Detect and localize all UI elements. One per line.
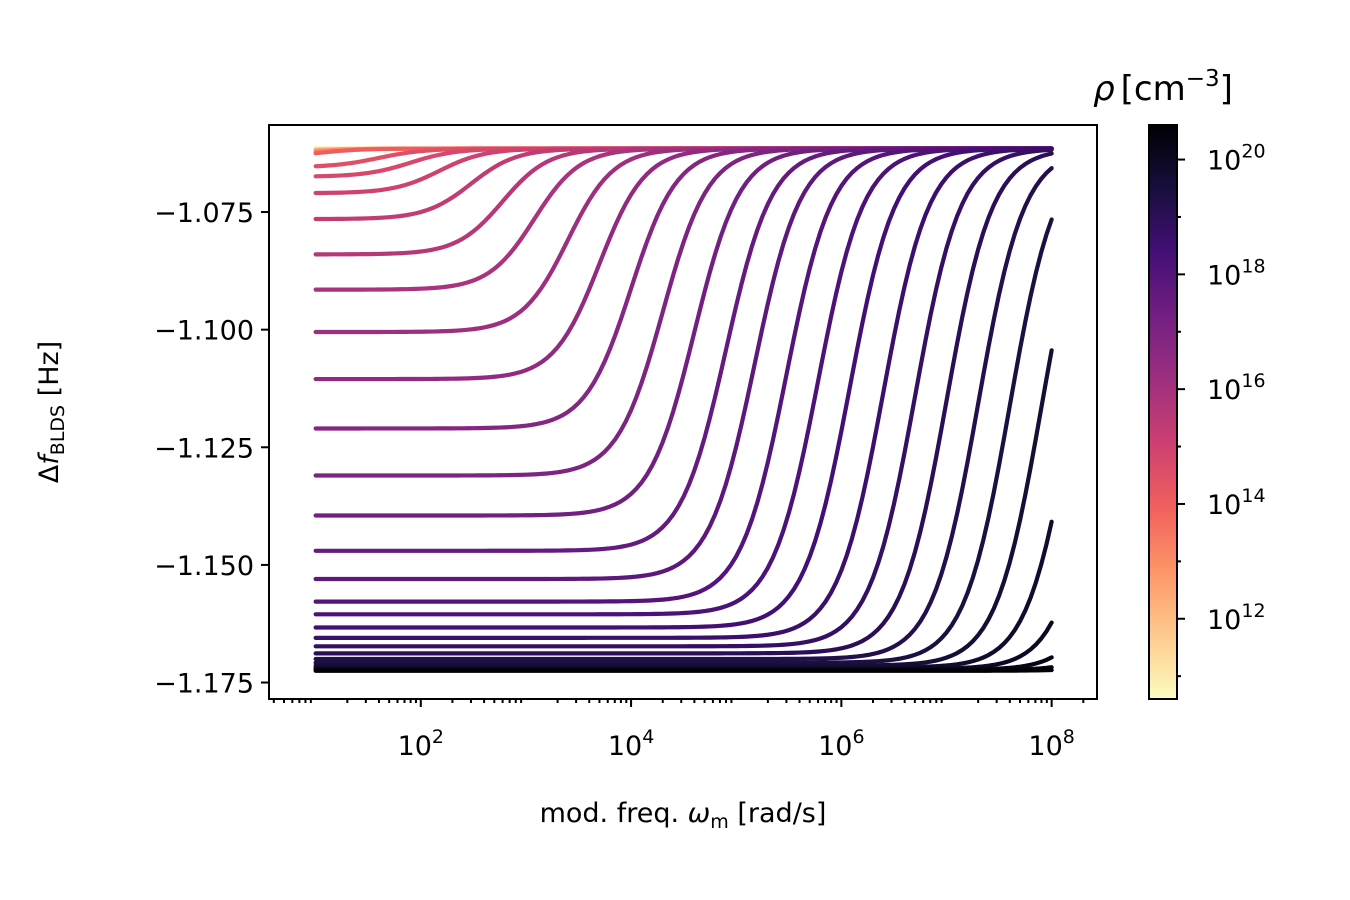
colorbar-tick-label-4-base: 10 [1207, 146, 1241, 177]
colorbar-title: ρ [cm−3] [1093, 66, 1233, 109]
series-line-19 [313, 146, 1054, 630]
colorbar-tick-label-2-base: 10 [1207, 375, 1241, 406]
x-tick-label-0-exponent: 2 [432, 726, 444, 748]
y-axis-label: ΔfBLDS [Hz] [34, 341, 69, 483]
colorbar-tick-label-0-base: 10 [1207, 605, 1241, 636]
colorbar-tick-label-1: 1014 [1207, 485, 1266, 521]
y-tick-label-3: −1.150 [154, 551, 254, 582]
series-line-20 [313, 146, 1054, 640]
x-axis-ticks: 102 104 106 108 [272, 699, 1085, 762]
colorbar-tick-label-3-exponent: 18 [1241, 255, 1265, 277]
colorbar [1149, 125, 1177, 699]
x-tick-label-0: 102 [398, 726, 444, 762]
x-tick-label-0-base: 10 [398, 731, 432, 762]
y-label-subscript: BLDS [47, 405, 69, 455]
colorbar-tick-label-4-exponent: 20 [1241, 141, 1265, 163]
series-line-17 [313, 146, 1054, 604]
colorbar-tick-label-2-exponent: 16 [1241, 370, 1265, 392]
series-line-18 [313, 146, 1054, 617]
x-tick-label-3-base: 10 [1028, 731, 1062, 762]
colorbar-frame [1148, 124, 1178, 700]
y-tick-label-1: −1.100 [154, 316, 254, 347]
colorbar-tick-label-1-base: 10 [1207, 490, 1241, 521]
x-tick-label-1-exponent: 4 [642, 726, 654, 748]
series-line-23 [313, 166, 1054, 662]
x-axis-label: mod. freq. ωm [rad/s] [540, 798, 827, 833]
y-label-unit: [Hz] [34, 341, 65, 405]
y-label-base: Δ [34, 464, 65, 483]
series-layer [313, 146, 1054, 673]
colorbar-tick-label-0: 1012 [1207, 600, 1266, 636]
colorbar-tick-label-2: 1016 [1207, 370, 1266, 406]
colorbar-tick-label-3: 1018 [1207, 255, 1266, 291]
x-tick-label-3: 108 [1028, 726, 1074, 762]
colorbar-tick-label-1-exponent: 14 [1241, 485, 1265, 507]
series-line-22 [313, 151, 1054, 656]
colorbar-tick-label-3-base: 10 [1207, 260, 1241, 291]
y-tick-label-0: −1.075 [154, 198, 254, 229]
y-tick-label-2: −1.125 [154, 433, 254, 464]
x-tick-label-3-exponent: 8 [1063, 726, 1075, 748]
x-label-unit: [rad/s] [729, 798, 827, 829]
x-tick-label-2-exponent: 6 [852, 726, 864, 748]
series-line-21 [313, 147, 1054, 649]
colorbar-title-open-bracket: [ [1121, 69, 1134, 109]
plot-frame [268, 124, 1098, 700]
colorbar-title-symbol: ρ [1093, 69, 1115, 109]
colorbar-title-unit: cm [1134, 69, 1186, 109]
colorbar-tick-label-0-exponent: 12 [1241, 600, 1265, 622]
series-line-24 [313, 217, 1054, 665]
x-label-subscript: m [710, 811, 729, 833]
colorbar-tick-label-4: 1020 [1207, 141, 1266, 177]
y-tick-label-4: −1.175 [154, 669, 254, 700]
x-label-base: mod. freq. [540, 798, 688, 829]
x-tick-label-2-base: 10 [818, 731, 852, 762]
x-tick-label-2: 106 [818, 726, 864, 762]
series-line-25 [313, 348, 1054, 668]
x-tick-label-1: 104 [608, 726, 654, 762]
series-line-30 [313, 667, 1054, 673]
y-axis-ticks: −1.075 −1.100 −1.125 −1.150 −1.175 [154, 198, 269, 700]
colorbar-title-close-bracket: ] [1220, 69, 1233, 109]
x-label-symbol: ω [688, 798, 711, 829]
x-tick-label-1-base: 10 [608, 731, 642, 762]
colorbar-title-exponent: −3 [1186, 66, 1220, 92]
